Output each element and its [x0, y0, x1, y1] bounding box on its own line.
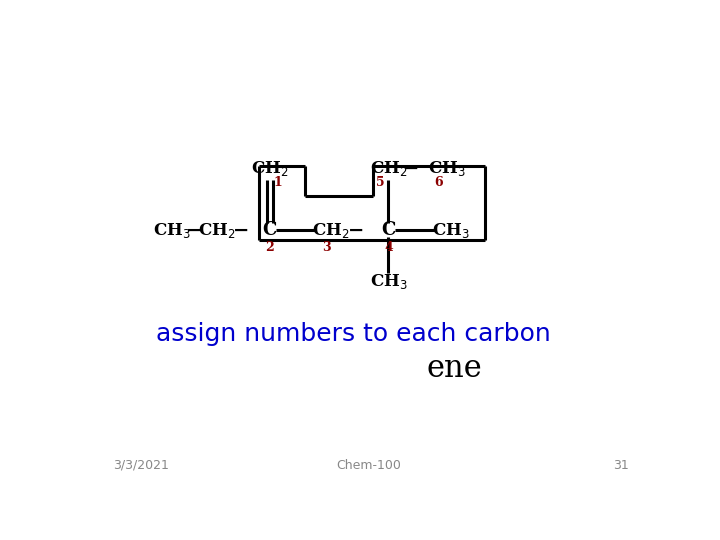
Text: 31: 31	[613, 458, 629, 472]
Text: 3/3/2021: 3/3/2021	[113, 458, 169, 472]
Text: −: −	[233, 221, 249, 240]
Text: CH$_2$: CH$_2$	[251, 159, 289, 178]
Text: CH$_3$: CH$_3$	[428, 159, 465, 178]
Text: CH$_2$: CH$_2$	[312, 221, 349, 240]
Text: 2: 2	[266, 241, 274, 254]
Text: 6: 6	[434, 176, 443, 189]
Text: CH$_2$: CH$_2$	[369, 159, 407, 178]
Text: ene: ene	[426, 354, 482, 384]
Text: C: C	[381, 221, 395, 239]
Text: CH$_2$: CH$_2$	[198, 221, 235, 240]
Text: assign numbers to each carbon: assign numbers to each carbon	[156, 322, 551, 346]
Text: Chem-100: Chem-100	[336, 458, 402, 472]
Text: −: −	[403, 159, 420, 178]
Text: CH$_3$: CH$_3$	[431, 221, 469, 240]
Text: 4: 4	[384, 241, 392, 254]
Text: CH$_3$: CH$_3$	[369, 273, 408, 292]
Text: −: −	[348, 221, 364, 240]
Text: −: −	[186, 221, 203, 240]
Text: 1: 1	[274, 176, 283, 189]
Text: C: C	[263, 221, 277, 239]
Text: 3: 3	[322, 241, 330, 254]
Text: 5: 5	[377, 176, 385, 189]
Text: CH$_3$: CH$_3$	[153, 221, 190, 240]
